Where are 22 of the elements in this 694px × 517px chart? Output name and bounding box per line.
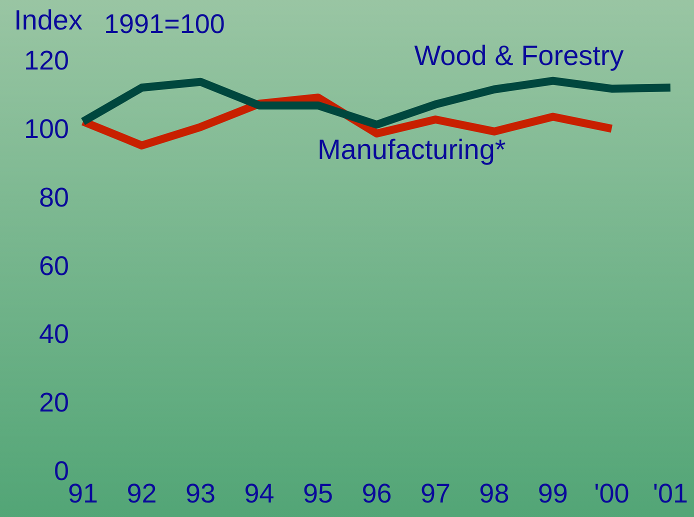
x-tick-label: 91: [68, 478, 98, 508]
y-tick-label: 0: [54, 456, 70, 486]
x-tick-label: 97: [420, 478, 450, 508]
x-tick-label: '00: [594, 478, 630, 508]
y-axis-title: Index: [14, 4, 82, 36]
y-tick-label: 80: [39, 182, 70, 212]
y-tick-label: 20: [39, 388, 70, 418]
x-tick-label: 96: [362, 478, 392, 508]
series-label: Manufacturing*: [317, 134, 506, 166]
x-tick-label: 93: [185, 478, 216, 508]
y-tick-label: 120: [24, 45, 70, 76]
y-tick-label: 40: [39, 319, 70, 350]
y-tick-label: 60: [39, 250, 70, 281]
x-tick-label: '01: [652, 478, 688, 508]
chart-subtitle: 1991=100: [104, 8, 225, 39]
x-tick-label: 94: [244, 478, 274, 508]
x-tick-label: 99: [538, 478, 568, 508]
series-label: Wood & Forestry: [414, 40, 624, 72]
x-tick-label: 98: [479, 478, 510, 508]
y-tick-label: 100: [24, 114, 70, 144]
x-tick-label: 95: [302, 478, 334, 508]
x-tick-label: 92: [126, 478, 157, 508]
